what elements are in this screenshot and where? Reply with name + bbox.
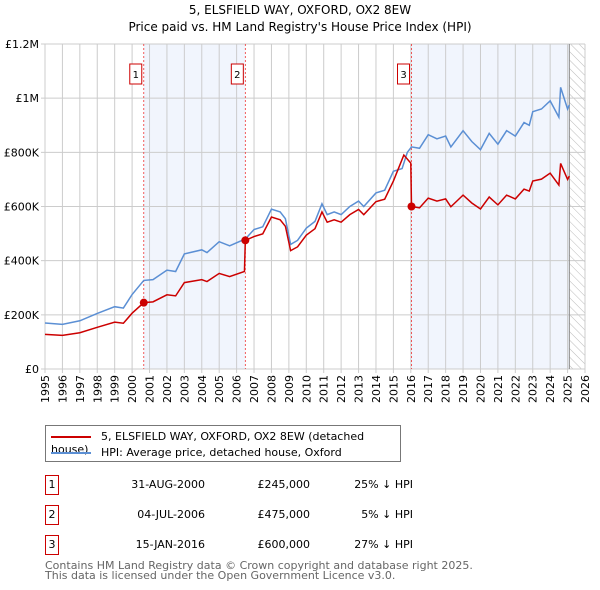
sale-marker-box	[129, 63, 143, 85]
sale-date: 15-JAN-2016	[135, 538, 205, 551]
sale-price: £245,000	[257, 478, 311, 491]
x-tick-label: 1999	[109, 375, 122, 403]
x-tick-label: 2013	[353, 375, 366, 403]
sale-marker-badge: 3	[45, 535, 59, 555]
sale-marker-label: 1	[133, 70, 139, 81]
x-tick-label: 2003	[178, 375, 191, 403]
y-tick-label: £0	[25, 363, 39, 376]
x-tick-label: 1996	[56, 375, 69, 403]
sale-hpi-diff: 25% ↓ HPI	[354, 478, 413, 491]
x-tick-label: 2023	[527, 375, 540, 403]
x-tick-label: 1998	[91, 375, 104, 403]
sale-marker-label: 2	[234, 70, 240, 81]
legend: 5, ELSFIELD WAY, OXFORD, OX2 8EW (detach…	[45, 425, 401, 462]
x-tick-label: 2002	[161, 375, 174, 403]
footer-copyright: Contains HM Land Registry data © Crown c…	[45, 559, 473, 572]
y-tick-label: £1M	[16, 92, 40, 105]
x-tick-label: 2017	[422, 375, 435, 403]
x-tick-label: 2008	[265, 375, 278, 403]
chart-title: 5, ELSFIELD WAY, OXFORD, OX2 8EW	[189, 3, 411, 17]
y-tick-label: £1.2M	[5, 38, 39, 51]
x-tick-label: 2025	[562, 375, 575, 403]
sale-marker-badge: 1	[45, 475, 59, 495]
price-paid-line	[44, 153, 570, 337]
hpi-line	[44, 87, 571, 326]
x-tick-label: 2005	[213, 375, 226, 403]
sale-marker-box	[230, 63, 244, 85]
x-tick-label: 2000	[126, 375, 139, 403]
x-tick-label: 2010	[300, 375, 313, 403]
x-tick-label: 2019	[457, 375, 470, 403]
legend-item-hpi: HPI: Average price, detached house, Oxfo…	[51, 446, 342, 459]
sale-price: £600,000	[257, 538, 311, 551]
sale-point	[241, 236, 250, 245]
sale-point	[407, 202, 416, 211]
x-tick-label: 2026	[579, 375, 592, 403]
footer-licence: This data is licensed under the Open Gov…	[45, 569, 396, 582]
x-tick-label: 1995	[39, 375, 52, 403]
sale-hpi-diff: 27% ↓ HPI	[354, 538, 413, 551]
sale-date: 04-JUL-2006	[137, 508, 205, 521]
sale-hpi-diff: 5% ↓ HPI	[361, 508, 413, 521]
sale-point	[139, 298, 148, 307]
sale-date: 31-AUG-2000	[131, 478, 205, 491]
y-tick-label: £600K	[4, 201, 40, 214]
legend-swatch-red	[51, 436, 91, 438]
price-chart: 5, ELSFIELD WAY, OXFORD, OX2 8EW Price p…	[4, 3, 592, 403]
x-tick-label: 2001	[144, 375, 157, 403]
x-tick-label: 2009	[283, 375, 296, 403]
legend-label-hpi: HPI: Average price, detached house, Oxfo…	[101, 446, 342, 459]
chart-subtitle: Price paid vs. HM Land Registry's House …	[128, 20, 471, 34]
x-tick-label: 2022	[509, 375, 522, 403]
x-tick-label: 2018	[440, 375, 453, 403]
x-tick-label: 2015	[387, 375, 400, 403]
y-tick-label: £800K	[4, 146, 40, 159]
x-tick-label: 2021	[492, 375, 505, 403]
y-tick-label: £400K	[4, 255, 40, 268]
x-tick-label: 2012	[335, 375, 348, 403]
y-tick-label: £200K	[4, 309, 40, 322]
x-tick-label: 2007	[248, 375, 261, 403]
sale-marker-box	[397, 63, 411, 85]
sale-marker-badge: 2	[45, 505, 59, 525]
legend-swatch-blue	[51, 452, 91, 454]
x-tick-label: 2014	[370, 375, 383, 403]
sale-marker-label: 3	[400, 70, 406, 81]
x-tick-label: 1997	[74, 375, 87, 403]
x-tick-label: 2016	[405, 375, 418, 403]
x-tick-label: 2011	[318, 375, 331, 403]
sale-price: £475,000	[257, 508, 311, 521]
x-tick-label: 2004	[196, 375, 209, 403]
x-tick-label: 2006	[231, 375, 244, 403]
x-tick-label: 2024	[544, 375, 557, 403]
x-tick-label: 2020	[474, 375, 487, 403]
